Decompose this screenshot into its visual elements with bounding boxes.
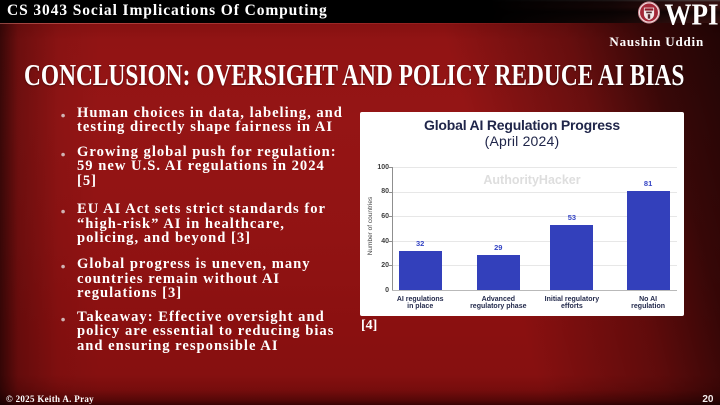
svg-text:WPI: WPI xyxy=(665,0,719,26)
